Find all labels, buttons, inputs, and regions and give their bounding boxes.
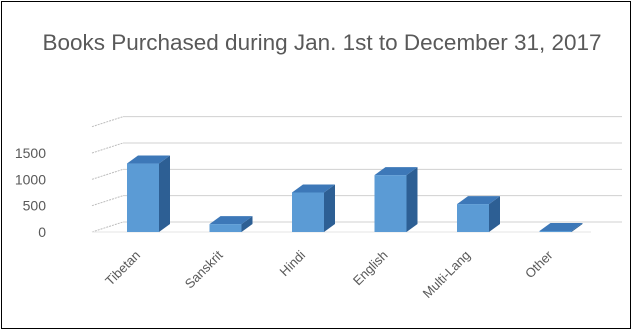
bar-top <box>209 216 253 225</box>
gridline-depth <box>91 168 124 180</box>
bar-top <box>539 222 583 231</box>
bar-front <box>457 204 489 232</box>
gridline-depth <box>91 142 124 154</box>
bar-side <box>571 222 583 232</box>
bar-front <box>127 163 159 232</box>
category-label: Multi-Lang <box>420 248 474 302</box>
category-label: Sanskrit <box>182 247 226 291</box>
category-label: English <box>350 248 391 289</box>
bar-side <box>489 196 500 232</box>
category-label: Other <box>522 247 556 281</box>
y-tick-label: 1000 <box>15 171 46 187</box>
category-label: Hindi <box>277 247 309 279</box>
bar-top <box>292 184 335 193</box>
bar-top <box>374 167 418 176</box>
bar-side <box>324 184 335 232</box>
chart-title: Books Purchased during Jan. 1st to Decem… <box>42 30 602 55</box>
category-label: Tibetan <box>102 248 143 289</box>
bar <box>457 196 500 232</box>
bar-top <box>457 196 500 205</box>
y-tick-label: 500 <box>23 198 47 214</box>
bar-front <box>374 175 407 232</box>
gridline-depth <box>91 195 124 207</box>
bar-side <box>159 155 170 232</box>
bar-side <box>241 216 253 232</box>
bar-front <box>292 192 324 232</box>
bar-front <box>539 230 572 232</box>
y-tick-label: 1500 <box>15 145 46 161</box>
bar <box>209 216 253 232</box>
bar-front <box>209 224 242 232</box>
gridline-depth <box>91 116 124 128</box>
bar-side <box>406 167 418 232</box>
bar <box>539 222 583 232</box>
bar <box>127 155 170 232</box>
bar <box>292 184 335 232</box>
gridline-depth <box>91 221 124 233</box>
bar <box>374 167 418 232</box>
bar-top <box>127 155 170 164</box>
y-tick-label: 0 <box>38 224 46 240</box>
